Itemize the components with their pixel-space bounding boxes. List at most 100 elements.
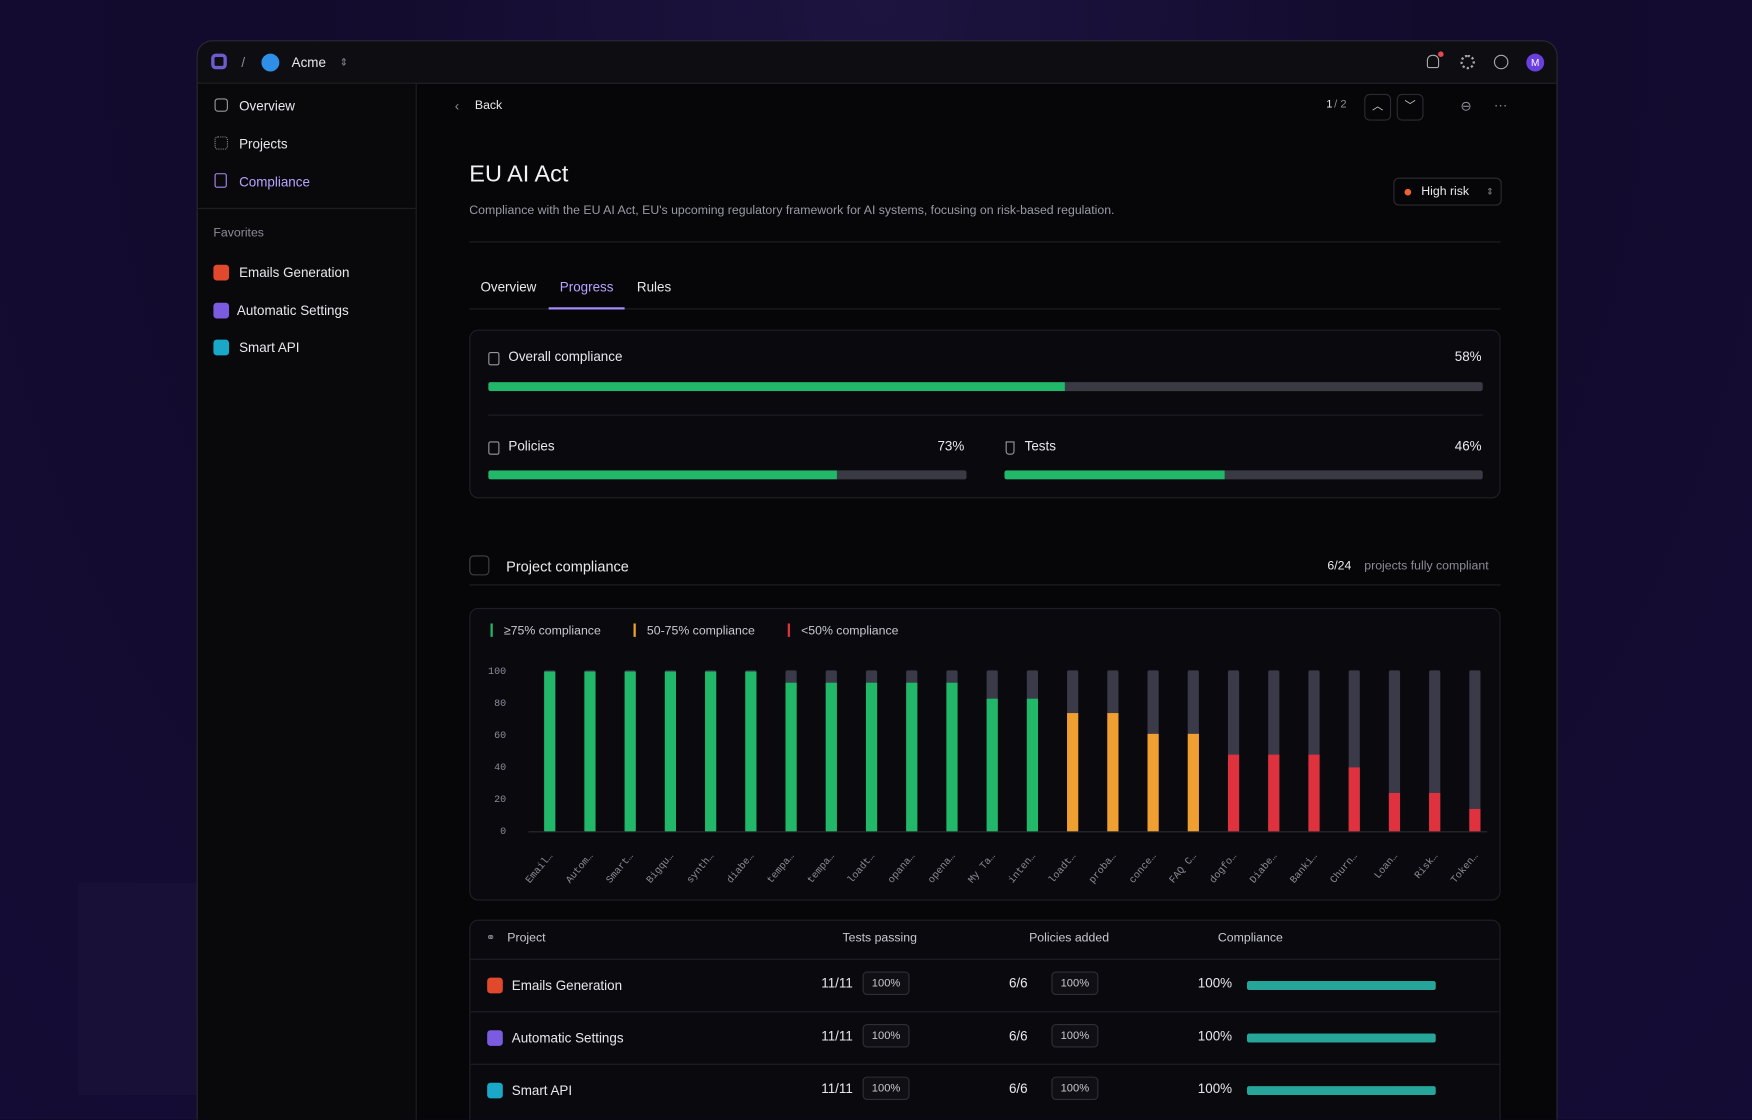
nav-item-active[interactable]: Compliance — [239, 174, 310, 190]
badge-text: 100% — [871, 1030, 901, 1043]
risk-label: High risk — [1421, 184, 1470, 199]
org-switch[interactable]: ⇕ — [339, 56, 349, 68]
x-tick-label: Email… — [524, 851, 556, 886]
next-button[interactable]: ﹀ — [1396, 93, 1424, 121]
more-button[interactable]: ··· — [1493, 97, 1508, 113]
nav-item[interactable]: Projects — [239, 136, 288, 152]
project-name: Smart API — [511, 1082, 573, 1099]
progress-track — [488, 470, 967, 480]
project-icon — [487, 977, 503, 994]
help[interactable] — [1493, 54, 1509, 70]
tab-active[interactable]: Progress — [559, 279, 614, 295]
column-header: Compliance — [1217, 931, 1283, 945]
x-tick-label: Diabe… — [1248, 851, 1280, 886]
prev-button[interactable]: ︿ — [1364, 93, 1392, 121]
x-tick-label: diabe… — [725, 851, 757, 886]
top-bar: / Acme ⇕ M — [197, 41, 1557, 84]
risk-dot — [1404, 188, 1412, 196]
bar — [1348, 767, 1360, 832]
favorite-item[interactable]: Smart API — [239, 339, 300, 356]
section-title: Favorites — [213, 226, 264, 240]
progress-fill — [488, 470, 838, 480]
summary-value: 46% — [1454, 438, 1482, 454]
link-button[interactable]: ⊖ — [1460, 98, 1472, 114]
x-tick-label: tempa… — [766, 851, 798, 886]
summary-value: 58% — [1454, 348, 1482, 365]
favorite-item[interactable]: Emails Generation — [239, 264, 350, 281]
table-row[interactable]: Emails Generation 11/11 100% 6/6 100% 100% — [470, 958, 1500, 1013]
legend-label: 50-75% compliance — [647, 624, 755, 638]
bar — [946, 682, 958, 832]
summary-card: Overall compliance 58% Policies 73% Test… — [469, 329, 1501, 499]
tabs-border — [469, 308, 1501, 310]
page-title: EU AI Act — [469, 161, 569, 188]
settings[interactable] — [1460, 54, 1475, 70]
progress-track — [1004, 470, 1483, 480]
nav-item[interactable]: Overview — [239, 98, 295, 114]
tests-passing: 11/11 — [821, 1027, 853, 1044]
bar — [1067, 713, 1079, 832]
y-tick-label: 20 — [494, 795, 506, 806]
badge-text: 100% — [871, 977, 901, 990]
project-icon — [487, 1082, 503, 1099]
progress-fill — [488, 382, 1066, 392]
avatar[interactable]: M — [1526, 53, 1545, 72]
separator: / — [241, 54, 246, 71]
chart: ≥75% compliance 50-75% compliance <50% com… — [488, 623, 1488, 886]
x-tick-label: tempa… — [806, 851, 838, 886]
x-tick-label: opena… — [927, 851, 959, 886]
nav-icon — [214, 98, 228, 112]
x-tick-label: loadt… — [1047, 851, 1079, 886]
legend-swatch — [490, 623, 493, 637]
badge-text: 100% — [1060, 977, 1090, 990]
divider — [469, 241, 1501, 243]
policies-added: 6/6 — [1008, 975, 1028, 992]
project-icon — [213, 339, 230, 356]
summary-value: 73% — [937, 438, 965, 454]
y-tick-label: 0 — [500, 827, 506, 838]
compliance-label: 100% — [1197, 1080, 1233, 1097]
divider — [197, 207, 416, 209]
column-header: Policies added — [1029, 931, 1110, 945]
progress-track — [488, 382, 1483, 392]
bar — [906, 682, 918, 832]
x-tick-label: FAQ C… — [1168, 851, 1200, 886]
bar — [584, 671, 596, 832]
bar — [1107, 713, 1119, 832]
policies-badge: 100% — [1051, 1024, 1099, 1048]
org-name[interactable]: Acme — [291, 54, 326, 71]
x-tick-label: dogfo… — [1208, 851, 1240, 886]
table-row[interactable]: Automatic Settings 11/11 100% 6/6 100% 100% — [470, 1011, 1500, 1065]
compliance-bar — [1246, 981, 1436, 990]
page-total: / 2 — [1334, 98, 1347, 111]
bar — [1388, 792, 1401, 832]
policies-badge: 100% — [1051, 971, 1099, 996]
bar — [624, 671, 636, 832]
bar — [664, 671, 676, 832]
bar — [986, 698, 998, 832]
table-row[interactable]: Smart API 11/11 100% 6/6 100% 100% — [470, 1063, 1500, 1118]
back-button[interactable]: Back — [474, 98, 503, 113]
tab[interactable]: Overview — [480, 279, 537, 295]
bar — [1026, 698, 1039, 832]
tab[interactable]: Rules — [636, 279, 672, 295]
summary-label: Policies — [508, 438, 555, 454]
bar — [745, 671, 757, 832]
bar — [865, 682, 878, 832]
x-tick-label: Churn… — [1328, 851, 1360, 886]
compliance-label: 100% — [1197, 975, 1233, 992]
y-tick-label: 80 — [494, 699, 506, 710]
compliant-note: projects fully compliant — [1364, 559, 1489, 573]
notifications[interactable] — [1426, 54, 1440, 69]
page-description: Compliance with the EU AI Act, EU's upco… — [469, 203, 1115, 218]
back-arrow[interactable]: ‹ — [454, 98, 460, 114]
logo[interactable] — [211, 53, 227, 70]
progress-fill — [1004, 470, 1225, 480]
favorite-item[interactable]: Automatic Settings — [236, 302, 349, 319]
tests-badge: 100% — [862, 1076, 910, 1101]
bar — [785, 682, 797, 832]
bar-track — [1469, 670, 1481, 832]
bar — [1429, 792, 1441, 832]
risk-select[interactable]: High risk ⇕ — [1393, 177, 1502, 206]
